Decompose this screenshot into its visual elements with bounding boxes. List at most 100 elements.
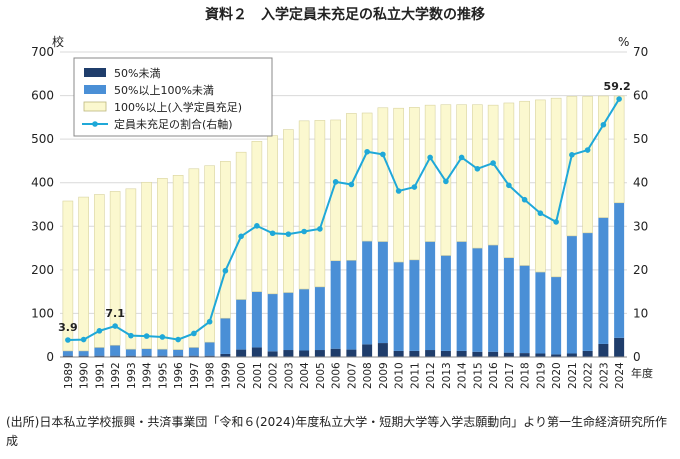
x-tick-label: 2006 [331, 362, 343, 389]
bar-segment [125, 188, 137, 350]
bar-segment [62, 355, 73, 357]
bar-segment [188, 355, 199, 357]
bar-segment [598, 343, 609, 357]
bar-segment [519, 353, 530, 357]
x-tick-label: 1999 [220, 362, 232, 389]
ratio-point [269, 230, 276, 237]
bar-segment [361, 112, 373, 242]
bar-segment [377, 241, 388, 344]
bar-segment [535, 353, 546, 357]
bar-segment [157, 355, 168, 357]
x-tick-label: 1994 [142, 362, 154, 389]
bar-segment [125, 349, 136, 356]
ratio-point [474, 165, 481, 172]
left-axis-unit: 校 [52, 34, 64, 49]
bar-segment [299, 350, 310, 357]
left-tick-label: 0 [46, 350, 54, 364]
x-tick-label: 2014 [457, 362, 469, 389]
bar-segment [125, 355, 136, 357]
legend-swatch [84, 68, 106, 77]
bar-segment [330, 348, 341, 357]
bar-segment [220, 353, 231, 357]
bar-segment [346, 260, 357, 350]
bar-segment [346, 349, 357, 357]
bar-segment [141, 181, 152, 350]
axes: 0 100 200 300 400 500 600 700 0 10 20 30 40 50 60 70 校 % 1… [31, 34, 653, 389]
bar-segment [362, 344, 373, 357]
ratio-point [490, 160, 496, 166]
bar-segment [519, 100, 530, 266]
bar-segment [598, 217, 609, 344]
bar-segment [598, 95, 609, 218]
x-tick-label: 2019 [535, 362, 547, 389]
ratio-point [159, 334, 166, 340]
bar-segment [393, 262, 404, 351]
right-tick-label: 30 [633, 219, 648, 233]
bar-segment [141, 348, 152, 356]
bar-segment [614, 202, 625, 338]
x-tick-label: 1997 [189, 362, 201, 389]
bar-segment [314, 286, 325, 351]
bar-segment [503, 352, 514, 357]
ratio-point [395, 188, 402, 194]
ratio-point [143, 333, 150, 339]
ratio-point [616, 96, 622, 102]
x-tick-label: 2001 [252, 362, 264, 389]
bar-segment [472, 248, 483, 352]
x-tick-label: 2009 [378, 362, 390, 389]
bar-segment [251, 347, 262, 357]
bar-segment [330, 260, 341, 349]
x-tick-label: 2024 [614, 362, 626, 389]
ratio-point [506, 182, 512, 189]
bar-segment [173, 349, 184, 356]
ratio-point [332, 179, 339, 185]
legend-label: 50%未満 [114, 67, 160, 80]
bar-segment [487, 104, 499, 246]
ratio-point [443, 178, 449, 185]
bar-segment [503, 257, 514, 353]
bar-segment [424, 104, 436, 242]
ratio-point [537, 210, 544, 217]
legend: 50%未満 50%以上100%未満 100%以上(入学定員充足) 定員未充足の割合(右… [73, 57, 273, 137]
bar-segment [377, 107, 389, 242]
bar-segment [267, 293, 278, 352]
bar-segment [283, 129, 294, 293]
ratio-point [584, 147, 591, 153]
bar-segment [456, 350, 467, 357]
left-tick-label: 600 [31, 89, 54, 103]
x-tick-label: 2008 [362, 362, 374, 389]
right-tick-label: 50 [633, 132, 648, 146]
legend-label: 100%以上(入学定員充足) [114, 100, 242, 114]
legend-label: 定員未充足の割合(右軸) [114, 117, 233, 131]
bar-segment [220, 161, 231, 319]
ratio-point [458, 154, 465, 161]
left-tick-label: 400 [31, 176, 54, 190]
x-tick-label: 2018 [520, 362, 532, 389]
x-tick-label: 2004 [299, 362, 311, 389]
x-tick-label: 1989 [63, 362, 75, 389]
ratio-point [222, 267, 229, 274]
bar-segment [62, 200, 74, 352]
bar-segment [566, 235, 577, 354]
legend-swatch [83, 101, 107, 112]
bar-segment [236, 349, 247, 357]
bar-segment [566, 96, 578, 237]
legend-marker [92, 121, 98, 127]
ratio-point [175, 336, 181, 343]
x-tick-label: 1998 [205, 362, 217, 389]
legend-swatch [84, 85, 106, 94]
bar-segment [157, 178, 168, 350]
ratio-point [521, 196, 528, 203]
bar-segment [377, 343, 388, 357]
bar-segment [78, 196, 89, 352]
ratio-point [553, 219, 559, 225]
x-tick-label: 2020 [551, 362, 563, 389]
bar-segment [94, 194, 105, 348]
bar-segment [456, 241, 467, 351]
ratio-point [238, 233, 244, 240]
ratio-point [301, 228, 307, 235]
x-tick-label: 2010 [394, 362, 406, 389]
bar-segment [298, 120, 310, 290]
bar-segment [582, 350, 593, 357]
